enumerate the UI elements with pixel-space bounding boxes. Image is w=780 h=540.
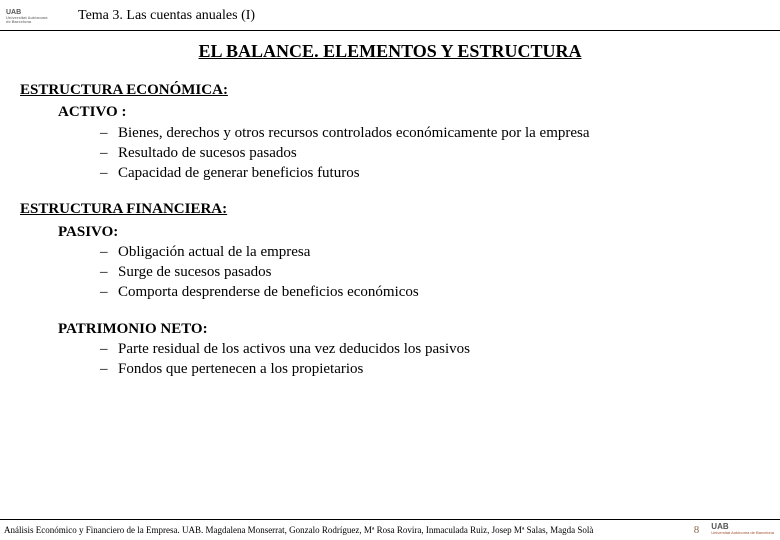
list-item: Bienes, derechos y otros recursos contro… — [100, 123, 760, 143]
sub-heading-activo: ACTIVO : — [58, 102, 760, 122]
footer-right: 8 UAB Universitat Autònoma de Barcelona — [694, 524, 774, 536]
list-item: Fondos que pertenecen a los propietarios — [100, 359, 760, 379]
slide-header: UAB Universitat Autònoma de Barcelona Te… — [0, 0, 780, 31]
section-financiera: ESTRUCTURA FINANCIERA: PASIVO: Obligació… — [20, 199, 760, 379]
uab-logo-left: UAB Universitat Autònoma de Barcelona — [6, 6, 64, 26]
list-item: Comporta desprenderse de beneficios econ… — [100, 282, 760, 302]
header-title: Tema 3. Las cuentas anuales (I) — [78, 8, 255, 24]
section-heading-financiera: ESTRUCTURA FINANCIERA: — [20, 199, 760, 219]
list-item: Obligación actual de la empresa — [100, 242, 760, 262]
patrimonio-list: Parte residual de los activos una vez de… — [100, 339, 760, 380]
logo-subtext-2: de Barcelona — [6, 20, 47, 24]
list-item: Capacidad de generar beneficios futuros — [100, 163, 760, 183]
list-item: Resultado de sucesos pasados — [100, 143, 760, 163]
footer-text: Análisis Económico y Financiero de la Em… — [4, 525, 593, 535]
page-number: 8 — [694, 524, 700, 536]
main-title: EL BALANCE. ELEMENTOS Y ESTRUCTURA — [0, 41, 780, 62]
slide-footer: Análisis Económico y Financiero de la Em… — [0, 519, 780, 540]
activo-list: Bienes, derechos y otros recursos contro… — [100, 123, 760, 184]
pasivo-list: Obligación actual de la empresa Surge de… — [100, 242, 760, 303]
list-item: Parte residual de los activos una vez de… — [100, 339, 760, 359]
uab-logo-right: UAB Universitat Autònoma de Barcelona — [711, 524, 774, 536]
footer-logo-sub: Universitat Autònoma de Barcelona — [711, 530, 774, 536]
content-area: ESTRUCTURA ECONÓMICA: ACTIVO : Bienes, d… — [0, 80, 780, 379]
sub-heading-patrimonio: PATRIMONIO NETO: — [58, 319, 760, 339]
section-economica: ESTRUCTURA ECONÓMICA: ACTIVO : Bienes, d… — [20, 80, 760, 183]
section-heading-economica: ESTRUCTURA ECONÓMICA: — [20, 80, 760, 100]
sub-heading-pasivo: PASIVO: — [58, 222, 760, 242]
list-item: Surge de sucesos pasados — [100, 262, 760, 282]
